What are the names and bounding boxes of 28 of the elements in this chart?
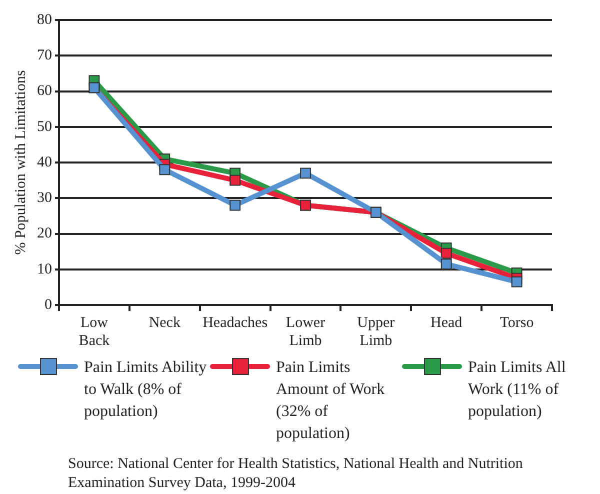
x-tick-label: Lower Limb — [286, 314, 326, 349]
y-tick-label: 70 — [37, 48, 52, 64]
point — [159, 164, 170, 176]
point — [230, 200, 241, 211]
x-tick-label: Upper Limb — [357, 314, 395, 349]
y-tick-label: 50 — [37, 118, 52, 135]
point — [440, 258, 452, 270]
x-tick-label: Head — [430, 314, 463, 331]
y-tick-label: 0 — [44, 296, 52, 313]
y-tick-label: 80 — [37, 12, 52, 28]
source-note: Source: National Center for Health Statistics, National Health and Nutrition Examination Survey Data, 1999-2004 — [67, 455, 524, 493]
point — [300, 168, 311, 179]
y-tick-label: 30 — [37, 190, 52, 206]
x-tick-label: Torso — [500, 314, 534, 331]
point — [230, 174, 241, 186]
legend-label: Pain Limits Ability to Walk (8% of population) — [84, 358, 208, 422]
legend-label: Pain Limits All Work (11% of population) — [468, 358, 567, 422]
x-tick-label: Low Back — [78, 314, 110, 349]
point — [440, 248, 452, 259]
x-tick-label: Headaches — [202, 314, 268, 331]
y-tick-label: 60 — [37, 83, 52, 100]
y-axis-title: % Population with Limitations — [12, 70, 29, 255]
point — [511, 276, 522, 288]
y-tick-label: 20 — [37, 226, 52, 242]
x-tick-label: Neck — [148, 314, 181, 331]
legend-label: Pain Limits Amount of Work (32% of population) — [276, 358, 386, 444]
y-tick-label: 10 — [37, 261, 52, 278]
y-tick-label: 40 — [37, 154, 52, 170]
